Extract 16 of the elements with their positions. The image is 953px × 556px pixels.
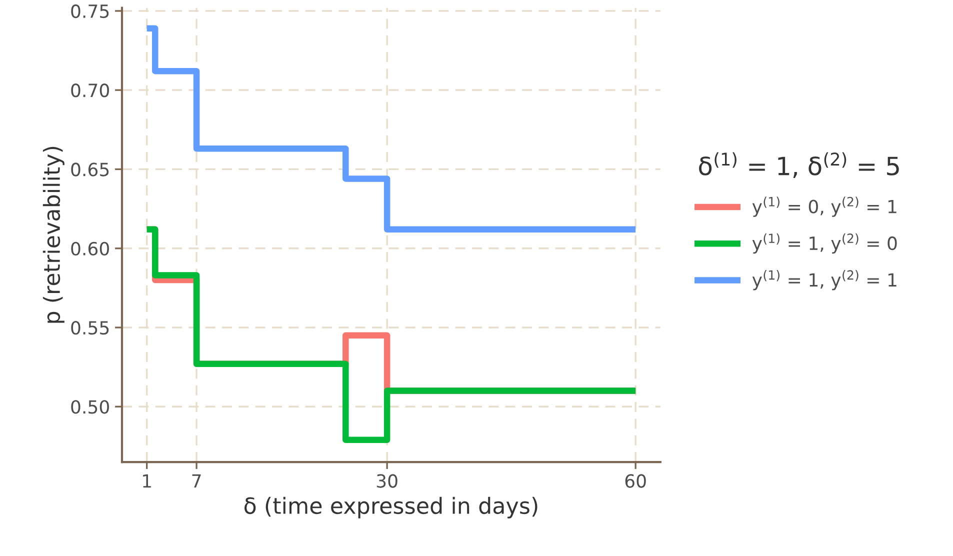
y-tick-label: 0.70 — [71, 84, 109, 98]
x-tick-label: 30 — [376, 474, 398, 488]
y-tick-label: 0.65 — [71, 162, 109, 176]
y-tick-label: 0.75 — [71, 4, 109, 18]
legend-label: y$^{(1)}$ = 0, y$^{(2)}$ = 1 — [752, 196, 896, 217]
legend-title: δ$^{(1)}$ = 1, δ$^{(2)}$ = 5 — [699, 152, 899, 178]
y-tick-label: 0.50 — [71, 400, 109, 414]
x-tick-label: 7 — [192, 474, 201, 488]
x-tick-label: 60 — [625, 474, 646, 488]
x-tick-label: 1 — [143, 474, 151, 488]
y-axis-title: p (retrievability) — [42, 146, 64, 323]
legend-label: y$^{(1)}$ = 1, y$^{(2)}$ = 0 — [752, 233, 897, 254]
legend-label: y$^{(1)}$ = 1, y$^{(2)}$ = 1 — [752, 270, 896, 290]
y-tick-label: 0.60 — [71, 242, 109, 256]
x-axis-title: δ (time expressed in days) — [244, 496, 538, 518]
y-tick-label: 0.55 — [71, 320, 109, 335]
